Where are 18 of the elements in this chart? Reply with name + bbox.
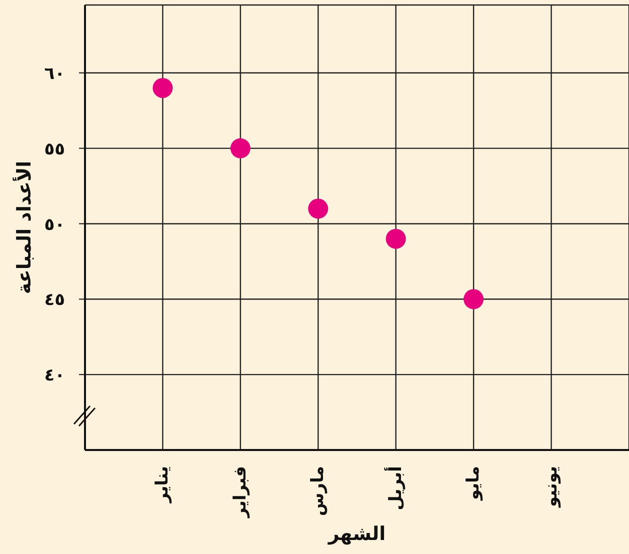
y-tick-label: ٤٠ (44, 366, 65, 386)
y-axis-title: الأعداد المباعة (12, 160, 36, 294)
point (230, 138, 250, 158)
x-tick-label: يناير (152, 466, 173, 504)
point (386, 228, 406, 249)
x-tick-label: يونيو (541, 466, 562, 508)
point (308, 198, 328, 219)
y-tick-label: ٥٠ (44, 214, 65, 235)
point (152, 78, 173, 98)
point (464, 289, 484, 310)
x-tick-label: مارس (308, 466, 328, 516)
y-tick-label: ٥٥ (44, 139, 65, 160)
x-tick-label: أبريل (384, 466, 406, 510)
x-axis-title: الشهر (327, 523, 386, 545)
x-tick-label: فبراير (230, 466, 250, 518)
y-tick-label: ٤٥ (44, 290, 65, 310)
x-tick-label: مايو (464, 466, 484, 501)
y-tick-label: ٦٠ (44, 64, 65, 84)
